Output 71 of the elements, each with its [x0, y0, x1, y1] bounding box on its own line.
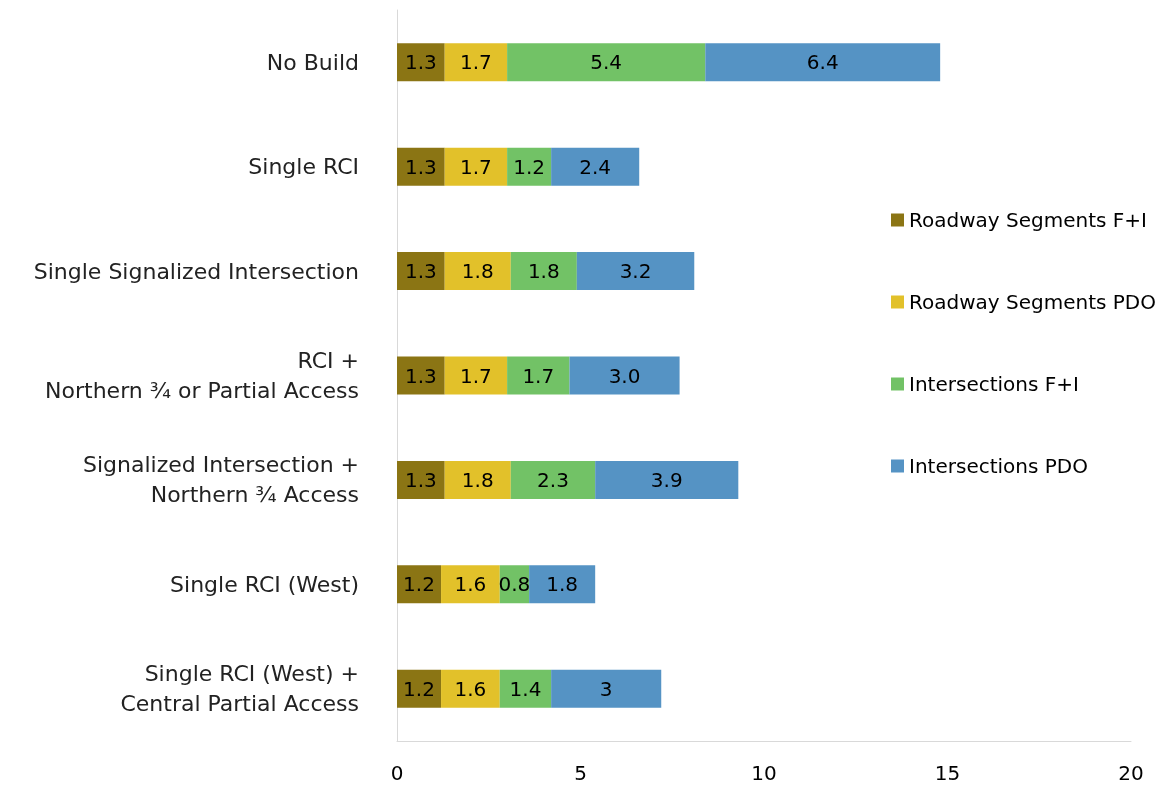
- bar: [510, 460, 596, 499]
- x-tick-label: 20: [1118, 761, 1144, 785]
- bar: [444, 147, 508, 186]
- data-label: 1.7: [460, 363, 492, 388]
- data-label: 1.7: [460, 50, 492, 75]
- data-label: 1.8: [546, 572, 579, 597]
- data-label: 1.7: [460, 154, 492, 179]
- bar: [507, 147, 552, 186]
- x-tick-label: 5: [574, 761, 587, 785]
- bar: [397, 460, 445, 499]
- bar: [595, 460, 739, 499]
- data-label: 3: [599, 676, 613, 701]
- bar: [705, 43, 941, 82]
- data-label: 1.8: [527, 259, 560, 284]
- data-label: 1.3: [404, 467, 437, 492]
- bar: [397, 147, 445, 186]
- data-label: 1.3: [404, 154, 437, 179]
- y-tick-label: No Build: [266, 49, 359, 75]
- x-tick-label: 0: [390, 761, 404, 785]
- data-label: 1.2: [403, 572, 435, 597]
- data-label: 5.4: [590, 50, 623, 75]
- data-label: 1.2: [513, 154, 546, 179]
- bar: [551, 147, 640, 186]
- bar: [529, 565, 596, 604]
- data-label: 1.4: [509, 676, 542, 701]
- data-label: 1.8: [461, 467, 494, 492]
- data-label: 0.8: [498, 572, 531, 597]
- bar: [397, 43, 445, 82]
- y-tick-label: Single Signalized Intersection: [33, 258, 359, 284]
- data-label: 2.3: [537, 467, 569, 492]
- y-tick-label: RCI + Northern ¾ or Partial Access: [45, 348, 359, 403]
- bar: [507, 356, 570, 395]
- bar: [444, 460, 511, 499]
- data-label: 1.3: [404, 50, 437, 75]
- bar: [397, 669, 442, 708]
- data-label: 1.6: [454, 676, 487, 701]
- bar: [397, 252, 445, 291]
- x-tick-label: 10: [751, 761, 777, 785]
- bar: [569, 356, 680, 395]
- bar: [444, 43, 508, 82]
- bar: [551, 669, 662, 708]
- bar: [444, 356, 508, 395]
- y-tick-label: Single RCI: [248, 154, 359, 180]
- data-label: 1.8: [461, 259, 494, 284]
- y-tick-label: Single RCI (West) + Central Partial Access: [120, 661, 359, 717]
- data-label: 3.0: [608, 363, 641, 388]
- bar: [576, 252, 695, 291]
- bar: [444, 252, 511, 291]
- legend-label: Intersections PDO: [909, 454, 1088, 478]
- data-label: 1.6: [454, 572, 487, 597]
- bar: [507, 43, 706, 82]
- data-label: 1.2: [403, 676, 435, 701]
- data-label: 3.2: [619, 259, 652, 284]
- data-label: 1.7: [522, 363, 555, 388]
- bar: [499, 669, 552, 708]
- x-tick-label: 15: [934, 761, 961, 785]
- bar: [510, 252, 577, 291]
- legend-label: Roadway Segments PDO: [909, 290, 1157, 314]
- data-label: 1.3: [404, 259, 437, 284]
- data-label: 2.4: [579, 154, 612, 179]
- bar: [441, 669, 500, 708]
- bar: [397, 356, 445, 395]
- data-label: 6.4: [806, 50, 839, 75]
- y-tick-label: Signalized Intersection + Northern ¾ Access: [82, 452, 359, 508]
- bar: [441, 565, 500, 604]
- data-label: 1.3: [404, 363, 437, 388]
- bar: [397, 565, 442, 604]
- legend-label: Roadway Segments F+I: [909, 208, 1147, 232]
- legend-label: Intersections F+I: [909, 372, 1079, 396]
- data-label: 3.9: [650, 467, 683, 492]
- y-tick-label: Single RCI (West): [170, 571, 359, 597]
